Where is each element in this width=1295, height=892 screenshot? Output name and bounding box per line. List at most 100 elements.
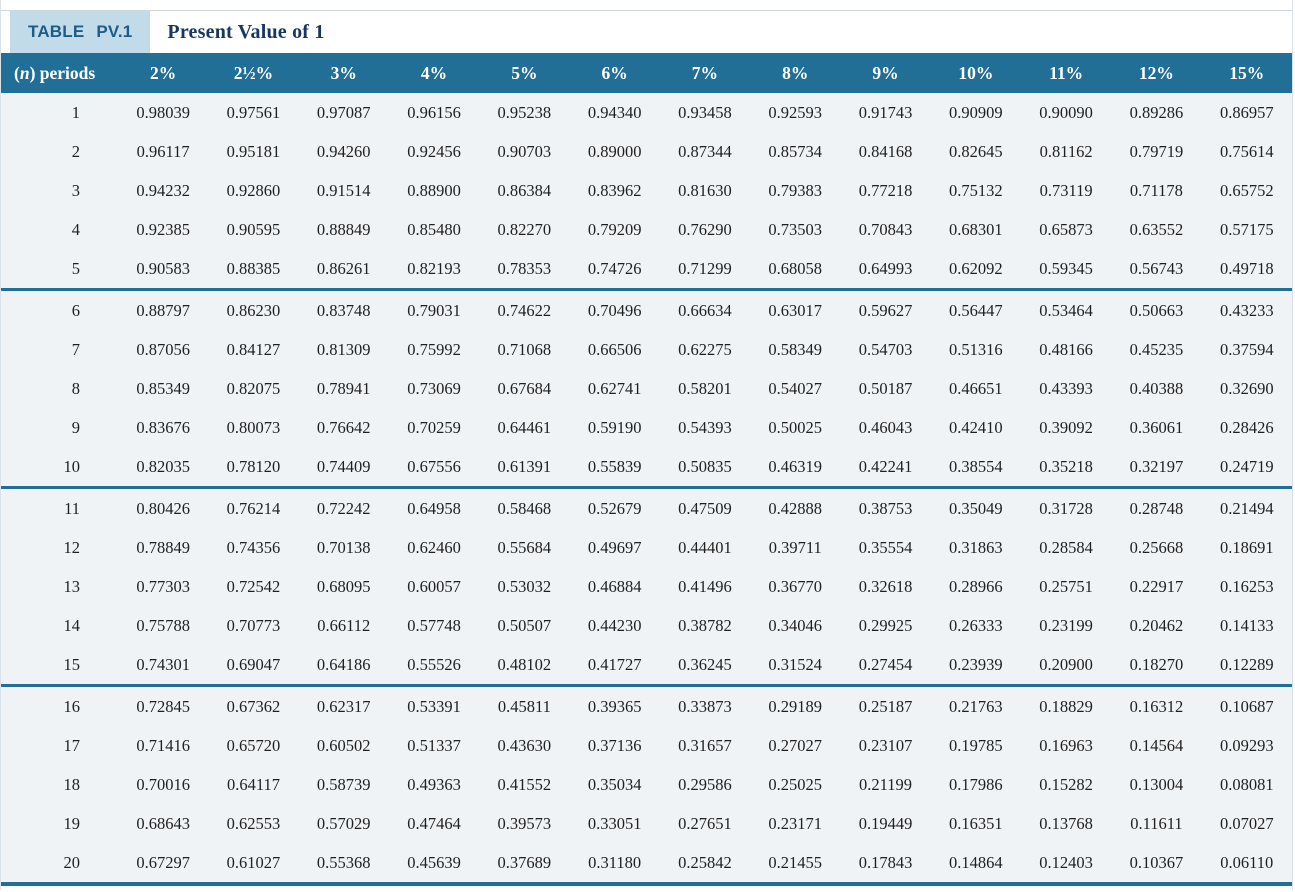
value-cell: 0.18691 bbox=[1201, 528, 1292, 567]
value-cell: 0.97561 bbox=[208, 93, 299, 132]
value-cell: 0.50025 bbox=[750, 408, 841, 447]
period-column-header: (n) periods bbox=[1, 53, 118, 93]
value-cell: 0.25668 bbox=[1111, 528, 1202, 567]
value-cell: 0.94232 bbox=[118, 171, 209, 210]
value-cell: 0.61027 bbox=[208, 843, 299, 882]
period-cell: 1 bbox=[1, 93, 118, 132]
table-row: 3 0.94232 0.92860 0.91514 0.88900 0.86384 0.83… bbox=[1, 171, 1292, 210]
value-cell: 0.89286 bbox=[1111, 93, 1202, 132]
value-cell: 0.14864 bbox=[930, 843, 1021, 882]
value-cell: 0.62275 bbox=[659, 330, 751, 369]
value-cell: 0.86384 bbox=[479, 171, 570, 210]
period-cell: 14 bbox=[1, 606, 118, 645]
value-cell: 0.13004 bbox=[1111, 765, 1202, 804]
value-cell: 0.55839 bbox=[569, 447, 660, 488]
value-cell: 0.90595 bbox=[208, 210, 299, 249]
value-cell: 0.81630 bbox=[659, 171, 751, 210]
value-cell: 0.65720 bbox=[208, 726, 299, 765]
value-cell: 0.52679 bbox=[569, 486, 660, 528]
value-cell: 0.35049 bbox=[930, 486, 1021, 528]
value-cell: 0.75132 bbox=[930, 171, 1021, 210]
value-cell: 0.75788 bbox=[118, 606, 209, 645]
value-cell: 0.28584 bbox=[1020, 528, 1112, 567]
value-cell: 0.39365 bbox=[569, 684, 660, 726]
value-cell: 0.21763 bbox=[930, 684, 1021, 726]
value-cell: 0.41552 bbox=[479, 765, 570, 804]
value-cell: 0.07027 bbox=[1201, 804, 1292, 843]
value-cell: 0.72845 bbox=[118, 684, 209, 726]
period-cell: 5 bbox=[1, 249, 118, 290]
value-cell: 0.73119 bbox=[1020, 171, 1112, 210]
value-cell: 0.65752 bbox=[1201, 171, 1292, 210]
value-cell: 0.79383 bbox=[750, 171, 841, 210]
value-cell: 0.64993 bbox=[840, 249, 931, 290]
value-cell: 0.44401 bbox=[659, 528, 751, 567]
value-cell: 0.50835 bbox=[659, 447, 751, 488]
value-cell: 0.55368 bbox=[298, 843, 389, 882]
value-cell: 0.85734 bbox=[750, 132, 841, 171]
period-cell: 8 bbox=[1, 369, 118, 408]
value-cell: 0.53464 bbox=[1020, 288, 1112, 330]
table-row: 18 0.70016 0.64117 0.58739 0.49363 0.41552 0.3… bbox=[1, 765, 1292, 804]
value-cell: 0.37594 bbox=[1201, 330, 1292, 369]
value-cell: 0.60502 bbox=[298, 726, 389, 765]
table-row: 1 0.98039 0.97561 0.97087 0.96156 0.95238 0.94… bbox=[1, 93, 1292, 132]
rate-column-header: 10% bbox=[930, 53, 1021, 93]
value-cell: 0.83676 bbox=[118, 408, 209, 447]
value-cell: 0.38782 bbox=[659, 606, 751, 645]
period-cell: 15 bbox=[1, 645, 118, 686]
value-cell: 0.16351 bbox=[930, 804, 1021, 843]
value-cell: 0.56447 bbox=[930, 288, 1021, 330]
value-cell: 0.58739 bbox=[298, 765, 389, 804]
table-row: 7 0.87056 0.84127 0.81309 0.75992 0.71068 0.66… bbox=[1, 330, 1292, 369]
value-cell: 0.36061 bbox=[1111, 408, 1202, 447]
value-cell: 0.74622 bbox=[479, 288, 570, 330]
value-cell: 0.31524 bbox=[750, 645, 841, 686]
value-cell: 0.70016 bbox=[118, 765, 209, 804]
value-cell: 0.23171 bbox=[750, 804, 841, 843]
value-cell: 0.62741 bbox=[569, 369, 660, 408]
table-number-badge: TABLE PV.1 bbox=[10, 11, 151, 53]
value-cell: 0.95181 bbox=[208, 132, 299, 171]
value-cell: 0.10687 bbox=[1201, 684, 1292, 726]
value-cell: 0.32197 bbox=[1111, 447, 1202, 488]
value-cell: 0.16963 bbox=[1020, 726, 1112, 765]
value-cell: 0.90703 bbox=[479, 132, 570, 171]
table-row: 6 0.88797 0.86230 0.83748 0.79031 0.74622 0.70… bbox=[1, 288, 1292, 330]
table-body: 1 0.98039 0.97561 0.97087 0.96156 0.95238 0.94… bbox=[1, 93, 1292, 882]
value-cell: 0.62553 bbox=[208, 804, 299, 843]
value-cell: 0.68301 bbox=[930, 210, 1021, 249]
value-cell: 0.49718 bbox=[1201, 249, 1292, 290]
value-cell: 0.91743 bbox=[840, 93, 931, 132]
value-cell: 0.49363 bbox=[388, 765, 480, 804]
value-cell: 0.64958 bbox=[388, 486, 480, 528]
value-cell: 0.31728 bbox=[1020, 486, 1112, 528]
value-cell: 0.57175 bbox=[1201, 210, 1292, 249]
value-cell: 0.83748 bbox=[298, 288, 389, 330]
value-cell: 0.27027 bbox=[750, 726, 841, 765]
rate-column-header: 12% bbox=[1111, 53, 1202, 93]
value-cell: 0.82270 bbox=[479, 210, 570, 249]
value-cell: 0.46043 bbox=[840, 408, 931, 447]
value-cell: 0.18829 bbox=[1020, 684, 1112, 726]
value-cell: 0.16253 bbox=[1201, 567, 1292, 606]
value-cell: 0.68058 bbox=[750, 249, 841, 290]
value-cell: 0.70773 bbox=[208, 606, 299, 645]
value-cell: 0.35554 bbox=[840, 528, 931, 567]
value-cell: 0.28748 bbox=[1111, 486, 1202, 528]
value-cell: 0.54393 bbox=[659, 408, 751, 447]
value-cell: 0.88849 bbox=[298, 210, 389, 249]
value-cell: 0.76214 bbox=[208, 486, 299, 528]
period-cell: 7 bbox=[1, 330, 118, 369]
value-cell: 0.82645 bbox=[930, 132, 1021, 171]
value-cell: 0.25187 bbox=[840, 684, 931, 726]
value-cell: 0.25842 bbox=[659, 843, 751, 882]
value-cell: 0.39092 bbox=[1020, 408, 1112, 447]
value-cell: 0.89000 bbox=[569, 132, 660, 171]
value-cell: 0.06110 bbox=[1201, 843, 1292, 882]
value-cell: 0.57748 bbox=[388, 606, 480, 645]
value-cell: 0.21494 bbox=[1201, 486, 1292, 528]
value-cell: 0.79719 bbox=[1111, 132, 1202, 171]
value-cell: 0.87344 bbox=[659, 132, 751, 171]
table-title: Present Value of 1 bbox=[167, 20, 325, 43]
